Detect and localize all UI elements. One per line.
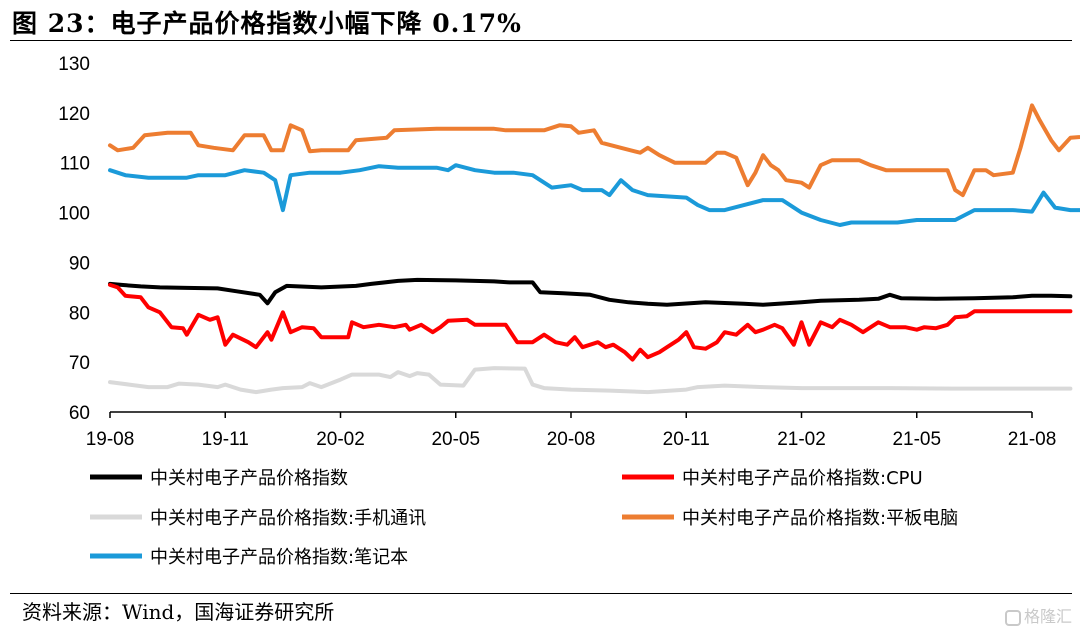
y-tick-label: 100 [58,204,90,225]
series-line-1 [108,282,1073,362]
watermark: 格隆汇 [1004,603,1072,627]
source-rule [10,593,1072,594]
legend-label: 中关村电子产品价格指数 [150,468,348,489]
title-rule [10,40,1072,41]
series-line-3 [108,103,1080,198]
figure-title: 图 23：电子产品价格指数小幅下降 0.17% [12,9,522,38]
y-tick-label: 90 [69,253,90,274]
series-line-2 [108,366,1073,395]
x-tick-label: 21-05 [892,429,941,450]
y-tick-label: 120 [58,104,90,125]
y-tick-label: 70 [69,353,90,374]
legend-label: 中关村电子产品价格指数:CPU [682,468,923,489]
chart-axes: 60 70 80 90 100 110 120 130 19-08 19-11 20-02 20-05… [58,54,1056,450]
x-tick-label: 20-02 [316,429,365,450]
x-tick-label: 21-02 [777,429,826,450]
legend-label: 中关村电子产品价格指数:平板电脑 [682,508,958,529]
legend-label: 中关村电子产品价格指数:手机通讯 [150,508,426,529]
x-tick-label: 20-11 [663,429,710,450]
x-tick-label: 20-05 [431,429,480,450]
legend-label: 中关村电子产品价格指数:笔记本 [150,547,408,568]
chart: 60 70 80 90 100 110 120 130 19-08 19-11 20-02 20-05… [58,54,1080,568]
series-line-4 [108,163,1080,227]
series-line-0 [108,277,1073,307]
y-tick-label: 60 [69,403,90,424]
source-note: 资料来源：Wind，国海证券研究所 [22,600,335,624]
x-tick-label: 19-11 [202,429,249,450]
y-tick-label: 80 [69,303,90,324]
x-tick-label: 20-08 [547,429,596,450]
chart-legend: 中关村电子产品价格指数 中关村电子产品价格指数:CPU 中关村电子产品价格指数:手机… [90,468,958,568]
watermark-logo-icon [1004,609,1021,626]
chart-series [108,103,1080,395]
x-tick-label: 21-08 [1008,429,1057,450]
x-tick-label: 19-08 [86,429,135,450]
y-tick-label: 110 [60,154,90,175]
watermark-text: 格隆汇 [1023,607,1072,626]
y-tick-label: 130 [58,54,90,75]
